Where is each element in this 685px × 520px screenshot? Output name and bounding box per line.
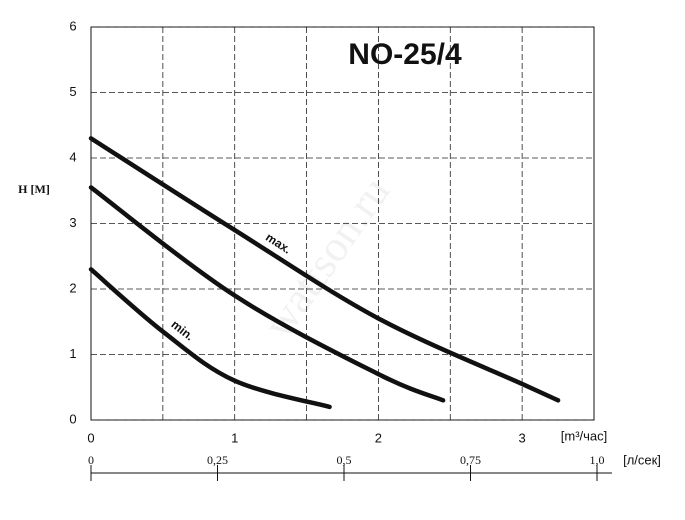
x-tick-label: 0 [87, 430, 94, 445]
x2-tick-label: 0,25 [207, 453, 228, 467]
y-tick-label: 2 [69, 280, 76, 295]
y-axis-label: H [M] [18, 182, 50, 196]
y-tick-label: 6 [69, 18, 76, 33]
y-tick-label: 1 [69, 346, 76, 361]
x2-tick-label: 0 [88, 453, 94, 467]
curve [88, 136, 561, 403]
y-tick-label: 4 [69, 149, 76, 164]
curve [88, 267, 332, 410]
y-tick-label: 3 [69, 215, 76, 230]
x-axis-label: [m³/час] [561, 428, 608, 443]
y-tick-label: 5 [69, 84, 76, 99]
x2-axis-label: [л/сек] [623, 452, 661, 467]
x2-tick-label: 0,75 [460, 453, 481, 467]
x2-tick-label: 0,5 [337, 453, 352, 467]
x-tick-label: 1 [231, 430, 238, 445]
curve [88, 185, 446, 403]
x-tick-label: 2 [375, 430, 382, 445]
x-tick-label: 3 [519, 430, 526, 445]
chart-title: NO-25/4 [348, 38, 462, 71]
y-tick-label: 0 [69, 411, 76, 426]
x2-tick-label: 1,0 [590, 453, 605, 467]
